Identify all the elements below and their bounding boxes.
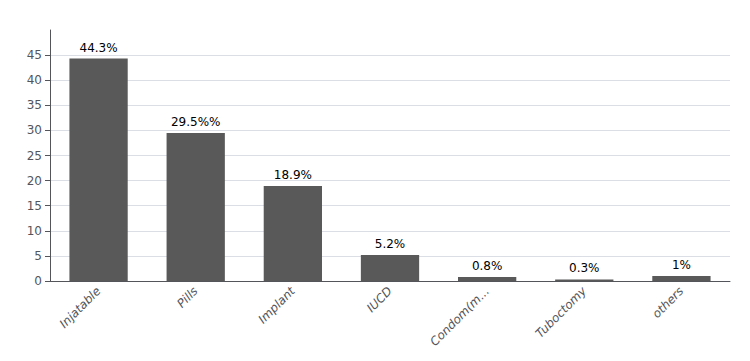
svg-text:Injatable: Injatable xyxy=(57,284,104,331)
svg-text:0.8%: 0.8% xyxy=(472,259,503,273)
svg-text:5.2%: 5.2% xyxy=(375,237,406,251)
svg-text:45: 45 xyxy=(27,48,42,62)
svg-text:others: others xyxy=(649,284,686,321)
svg-text:Condom(m...: Condom(m... xyxy=(427,284,492,349)
svg-text:Tuboctomy: Tuboctomy xyxy=(533,283,590,340)
svg-text:5: 5 xyxy=(34,249,42,263)
svg-text:Implant: Implant xyxy=(256,283,299,326)
svg-text:29.5%%: 29.5%% xyxy=(171,115,221,129)
svg-text:10: 10 xyxy=(27,224,42,238)
svg-text:35: 35 xyxy=(27,98,42,112)
svg-text:40: 40 xyxy=(27,73,42,87)
svg-text:44.3%: 44.3% xyxy=(80,41,118,55)
svg-text:20: 20 xyxy=(27,174,42,188)
svg-text:0: 0 xyxy=(34,274,42,288)
svg-text:Pills: Pills xyxy=(174,284,200,310)
svg-text:15: 15 xyxy=(27,199,42,213)
svg-text:30: 30 xyxy=(27,123,42,137)
svg-text:IUCD: IUCD xyxy=(364,284,395,315)
svg-text:0.3%: 0.3% xyxy=(569,261,600,275)
svg-text:25: 25 xyxy=(27,149,42,163)
svg-text:18.9%: 18.9% xyxy=(274,168,312,182)
svg-text:1%: 1% xyxy=(672,258,691,272)
